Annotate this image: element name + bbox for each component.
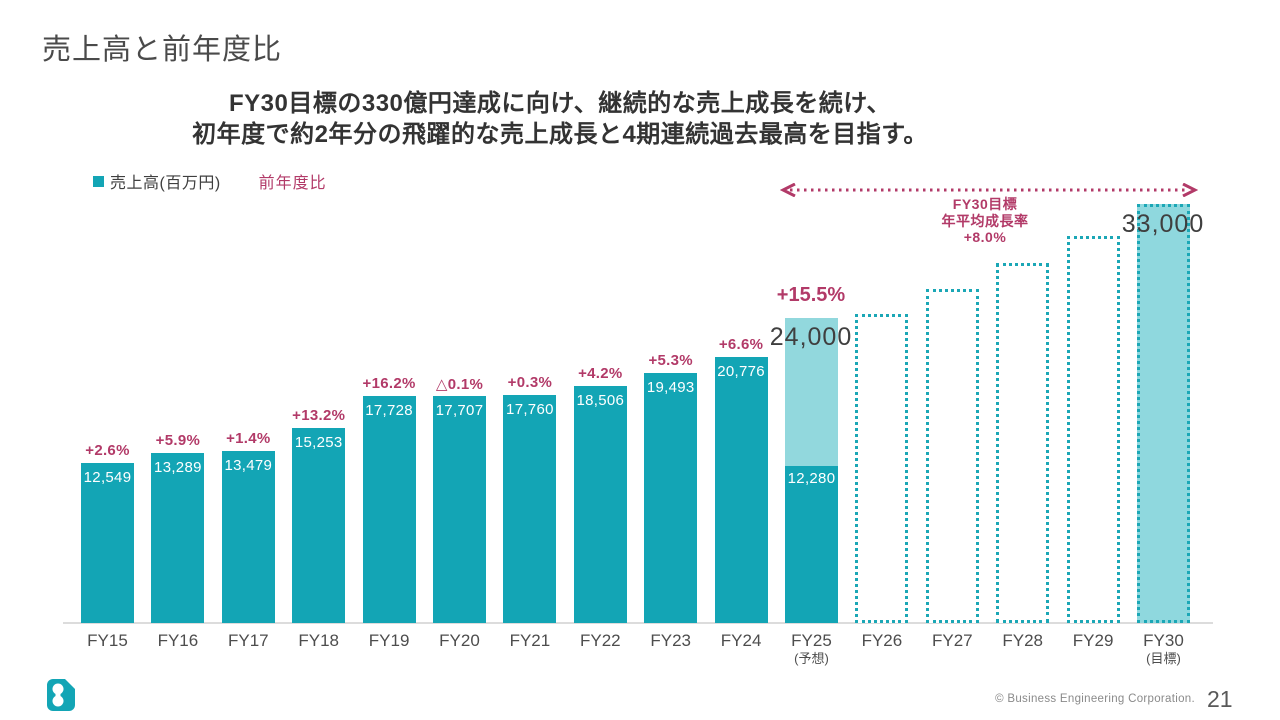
yoy-label-FY24: +6.6% xyxy=(718,336,764,353)
yoy-label-FY23: +5.3% xyxy=(648,352,693,369)
yoy-legend-label: 前年度比 xyxy=(258,175,327,192)
axis-label-FY22: FY22 xyxy=(579,631,621,650)
axis-label-FY27: FY27 xyxy=(931,631,973,650)
slide-message-line2: 初年度で約2年分の飛躍的な売上成長と4期連続過去最高を目指す。 xyxy=(192,121,928,148)
bar-FY21: 17,760 xyxy=(503,395,557,623)
bar-FY29 xyxy=(1066,236,1120,623)
sales-legend-swatch-icon xyxy=(93,175,104,187)
yoy-label-FY16: +5.9% xyxy=(155,432,201,449)
yoy-label-FY20: △0.1% xyxy=(435,376,484,393)
bar-FY19: 17,728 xyxy=(362,396,416,623)
bar-value-FY15: 12,549 xyxy=(83,469,132,486)
bar-FY18: 15,253 xyxy=(292,428,346,623)
bar-value-FY24: 20,776 xyxy=(717,363,765,380)
fy30-cagr-line1: FY30目標 xyxy=(952,196,1018,212)
fy30-cagr-line2: 年平均成長率 xyxy=(941,212,1029,229)
bar-FY24: 20,776 xyxy=(714,357,768,623)
bar-FY20: 17,707 xyxy=(433,396,486,623)
bar-FY16: 13,289 xyxy=(151,453,205,623)
axis-label-FY23: FY23 xyxy=(650,631,691,650)
chart-legend: 売上高(百万円) 前年度比 xyxy=(93,169,327,193)
yoy-label-FY19: +16.2% xyxy=(362,375,416,392)
bar-value-FY18: 15,253 xyxy=(294,434,343,451)
fy30-cagr-line3: +8.0% xyxy=(963,229,1007,245)
slide-message: FY30目標の330億円達成に向け、継続的な売上成長を続け、 初年度で約2年分の… xyxy=(0,88,1120,150)
bar-FY15: 12,549 xyxy=(81,463,134,623)
x-axis-line xyxy=(63,622,1213,624)
bar-value-FY25: 12,280 xyxy=(787,470,836,487)
axis-label-FY26: FY26 xyxy=(861,631,903,650)
bar-value-FY16: 13,289 xyxy=(154,459,202,476)
slide-message-line1: FY30目標の330億円達成に向け、継続的な売上成長を続け、 xyxy=(228,90,891,117)
bar-value-FY22: 18,506 xyxy=(576,392,625,409)
bar-FY26 xyxy=(855,314,909,623)
copyright-text: © Business Engineering Corporation. xyxy=(995,693,1195,705)
axis-label-FY24: FY24 xyxy=(720,631,762,650)
company-logo-icon xyxy=(46,678,76,712)
bar-FY27 xyxy=(925,289,979,623)
yoy-label-FY21: +0.3% xyxy=(507,374,553,391)
axis-label-FY18: FY18 xyxy=(298,631,339,650)
bar-value-FY21: 17,760 xyxy=(506,401,554,418)
cagr-range-arrow-icon xyxy=(779,182,1199,198)
page-title: 売上高と前年度比 xyxy=(42,34,283,66)
bar-value-FY19: 17,728 xyxy=(365,402,413,419)
fy25-total-label: 24,000 xyxy=(769,323,853,351)
fy25-growth-label: +15.5% xyxy=(776,284,846,306)
axis-label-FY17: FY17 xyxy=(227,631,269,650)
axis-label-FY21: FY21 xyxy=(509,631,551,650)
axis-label-FY25: FY25 (予想) xyxy=(791,631,832,666)
axis-label-FY30: FY30 (目標) xyxy=(1143,631,1184,666)
yoy-label-FY15: +2.6% xyxy=(85,442,130,459)
bar-FY30 xyxy=(1137,204,1190,623)
bar-FY25-actual-segment: 12,280 xyxy=(785,466,838,623)
axis-label-FY16: FY16 xyxy=(157,631,199,650)
page-number: 21 xyxy=(1207,686,1233,712)
bar-value-FY23: 19,493 xyxy=(646,379,695,396)
bar-FY28 xyxy=(996,263,1050,623)
fy30-total-label: 33,000 xyxy=(1121,210,1205,238)
sales-legend-label: 売上高(百万円) xyxy=(110,175,221,192)
axis-label-FY29: FY29 xyxy=(1072,631,1114,650)
yoy-label-FY18: +13.2% xyxy=(292,407,346,424)
axis-label-FY19: FY19 xyxy=(368,631,410,650)
bar-FY25: 12,280 xyxy=(785,318,838,623)
yoy-label-FY22: +4.2% xyxy=(578,365,623,382)
axis-label-FY15: FY15 xyxy=(87,631,128,650)
fy30-cagr-annotation: FY30目標 年平均成長率 +8.0% xyxy=(895,196,1075,246)
axis-label-FY20: FY20 xyxy=(439,631,480,650)
bar-FY22: 18,506 xyxy=(573,386,627,623)
bar-value-FY20: 17,707 xyxy=(435,402,484,419)
yoy-label-FY17: +1.4% xyxy=(226,430,271,447)
bar-FY23: 19,493 xyxy=(644,373,698,623)
axis-label-FY28: FY28 xyxy=(1002,631,1043,650)
bar-FY17: 13,479 xyxy=(221,451,275,623)
bar-value-FY17: 13,479 xyxy=(224,457,273,474)
